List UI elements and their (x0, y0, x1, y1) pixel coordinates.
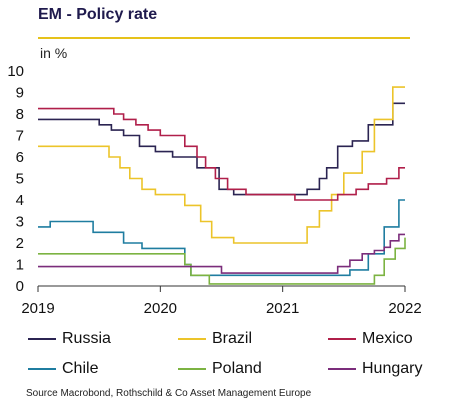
legend-swatch (178, 368, 206, 370)
legend-item-mexico: Mexico (328, 328, 448, 350)
series-lines (38, 86, 406, 285)
x-tick-label: 2021 (266, 300, 299, 317)
y-tick-label: 4 (16, 192, 24, 209)
y-tick-label: 10 (7, 63, 24, 80)
legend-swatch (28, 368, 56, 370)
y-tick-label: 9 (16, 85, 24, 102)
chart-title: EM - Policy rate (38, 6, 158, 23)
line-chart: 0 1 2 3 4 5 6 7 8 9 10 2019 2020 2021 2022 (7, 37, 422, 317)
x-tick-label: 2019 (21, 300, 54, 317)
y-tick-label: 6 (16, 149, 24, 166)
y-tick-label: 5 (16, 171, 24, 188)
series-line-hungary (38, 233, 405, 274)
series-line-poland (38, 237, 406, 285)
legend-label: Poland (212, 360, 262, 377)
y-tick-label: 0 (16, 278, 24, 295)
source-note: Source Macrobond, Rothschild & Co Asset … (26, 388, 312, 399)
legend-item-poland: Poland (178, 358, 328, 380)
y-tick-label: 3 (16, 214, 24, 231)
legend-item-brazil: Brazil (178, 328, 328, 350)
legend-swatch (328, 338, 356, 340)
legend-label: Brazil (212, 330, 253, 347)
y-tick-label: 7 (16, 128, 24, 145)
y-tick-label: 1 (16, 257, 24, 274)
y-axis: 0 1 2 3 4 5 6 7 8 9 10 (7, 63, 24, 295)
legend-label: Russia (62, 330, 111, 347)
legend-item-chile: Chile (28, 358, 178, 380)
y-tick-label: 2 (16, 235, 24, 252)
series-line-mexico (38, 107, 405, 201)
unit-label: in % (40, 45, 68, 61)
series-line-brazil (38, 86, 405, 244)
legend: Russia Brazil Mexico Chile Poland Hungary (28, 328, 448, 380)
legend-label: Mexico (362, 330, 413, 347)
legend-swatch (328, 368, 356, 370)
legend-item-hungary: Hungary (328, 358, 448, 380)
legend-label: Hungary (362, 360, 423, 377)
legend-swatch (28, 338, 56, 340)
legend-label: Chile (62, 360, 99, 377)
x-tick-label: 2020 (144, 300, 177, 317)
x-tick-label: 2022 (388, 300, 421, 317)
y-tick-label: 8 (16, 106, 24, 123)
x-axis: 2019 2020 2021 2022 (21, 286, 422, 317)
series-line-russia (38, 102, 405, 196)
legend-swatch (178, 338, 206, 340)
legend-item-russia: Russia (28, 328, 178, 350)
